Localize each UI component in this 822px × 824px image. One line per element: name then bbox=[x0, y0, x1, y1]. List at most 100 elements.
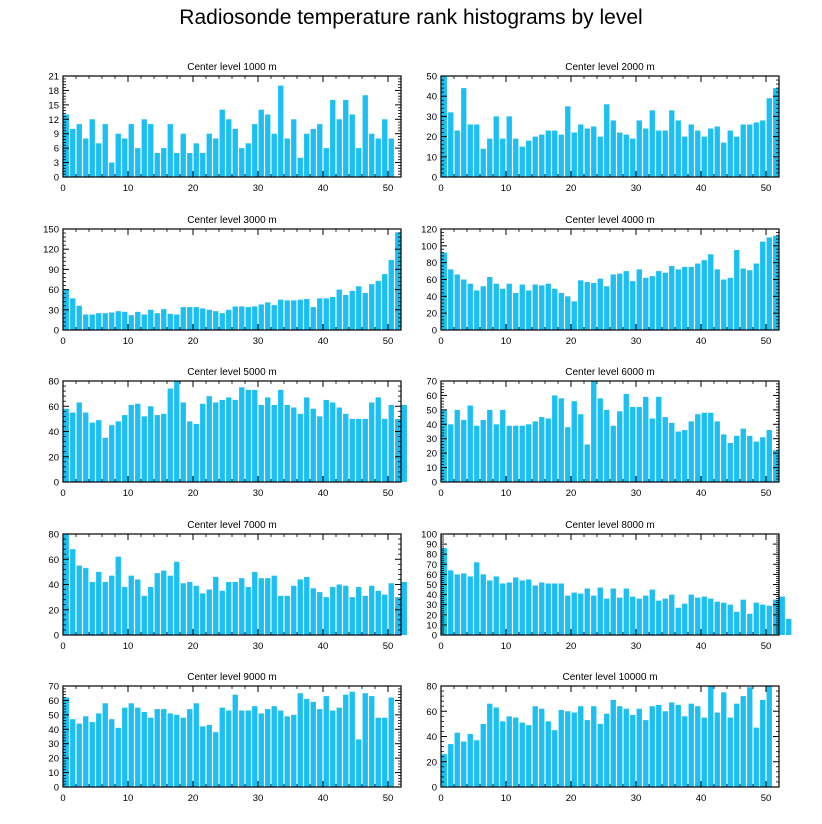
x-tick-label: 10 bbox=[501, 641, 512, 652]
bar bbox=[721, 692, 727, 787]
y-tick-label: 70 bbox=[48, 682, 59, 693]
bar bbox=[206, 309, 212, 330]
bar bbox=[375, 590, 381, 635]
bar bbox=[623, 393, 629, 482]
bar bbox=[362, 693, 368, 787]
panel-title: Center level 5000 m bbox=[187, 367, 277, 378]
bar bbox=[454, 574, 460, 635]
bar bbox=[239, 578, 245, 635]
bar bbox=[193, 423, 199, 482]
bar bbox=[506, 425, 512, 482]
x-tick-label: 0 bbox=[60, 488, 65, 499]
y-tick-label: 6 bbox=[54, 144, 59, 155]
bar bbox=[83, 568, 89, 635]
bar bbox=[193, 585, 199, 635]
bar bbox=[349, 418, 355, 483]
bar bbox=[487, 138, 493, 177]
bar bbox=[109, 575, 115, 635]
bar bbox=[474, 425, 480, 482]
bar bbox=[265, 397, 271, 482]
bar bbox=[675, 431, 681, 482]
bar bbox=[656, 396, 662, 482]
bar bbox=[349, 114, 355, 177]
bar bbox=[89, 581, 95, 635]
bar bbox=[206, 589, 212, 635]
x-tick-label: 40 bbox=[696, 488, 707, 499]
bar bbox=[154, 415, 160, 482]
bar bbox=[271, 575, 277, 635]
bar bbox=[330, 100, 336, 177]
bar bbox=[343, 585, 349, 635]
panel-2: Center level 2000 m 0 10 20 30 40 50 0 10 20 30 40 5… bbox=[426, 62, 780, 194]
bar bbox=[96, 713, 102, 787]
bar bbox=[558, 709, 564, 787]
bar bbox=[395, 418, 401, 483]
bar bbox=[506, 582, 512, 635]
bar bbox=[552, 395, 558, 482]
y-tick-label: 10 bbox=[48, 768, 59, 779]
bar bbox=[291, 714, 297, 787]
bar bbox=[167, 388, 173, 482]
bar bbox=[323, 696, 329, 787]
x-tick-label: 30 bbox=[253, 488, 264, 499]
bar bbox=[506, 283, 512, 330]
bar bbox=[727, 443, 733, 482]
bar bbox=[167, 124, 173, 177]
bar bbox=[597, 398, 603, 482]
bar bbox=[219, 590, 225, 635]
bar bbox=[662, 130, 668, 177]
bar bbox=[304, 299, 310, 330]
bar bbox=[526, 290, 532, 330]
bar bbox=[623, 271, 629, 330]
y-tick-label: 0 bbox=[432, 631, 437, 642]
bar bbox=[252, 306, 258, 330]
bar bbox=[349, 691, 355, 787]
bar bbox=[265, 114, 271, 177]
y-tick-label: 0 bbox=[432, 326, 437, 337]
bar bbox=[122, 707, 128, 787]
bar bbox=[454, 409, 460, 482]
bar bbox=[688, 124, 694, 177]
bar bbox=[219, 109, 225, 177]
bar bbox=[297, 693, 303, 787]
y-tick-label: 50 bbox=[426, 72, 437, 83]
y-tick-label: 40 bbox=[48, 725, 59, 736]
x-tick-label: 10 bbox=[123, 336, 134, 347]
bar bbox=[395, 232, 401, 330]
bar bbox=[141, 119, 147, 177]
bar bbox=[701, 596, 707, 635]
bar bbox=[102, 581, 108, 635]
bar bbox=[109, 312, 115, 330]
bar bbox=[448, 112, 454, 177]
bar bbox=[291, 407, 297, 482]
bar bbox=[688, 421, 694, 482]
bar bbox=[552, 130, 558, 177]
bar bbox=[304, 698, 310, 787]
bar bbox=[401, 581, 407, 635]
bar bbox=[310, 408, 316, 482]
bar bbox=[701, 136, 707, 177]
bar bbox=[766, 430, 772, 482]
bar bbox=[656, 130, 662, 177]
bar bbox=[141, 416, 147, 482]
bar bbox=[226, 397, 232, 482]
bar bbox=[441, 76, 447, 177]
y-tick-label: 20 bbox=[426, 610, 437, 621]
bar bbox=[232, 581, 238, 635]
x-tick-label: 50 bbox=[383, 488, 394, 499]
bar bbox=[128, 315, 134, 330]
bar bbox=[245, 710, 251, 787]
bar bbox=[154, 709, 160, 787]
bar bbox=[200, 152, 206, 177]
panel-3: Center level 3000 m 0 30 60 90 120 150 0 10 20 30 4… bbox=[43, 215, 402, 347]
y-tick-label: 30 bbox=[426, 600, 437, 611]
bar bbox=[500, 409, 506, 482]
bar bbox=[154, 152, 160, 177]
bar bbox=[474, 562, 480, 635]
bar bbox=[669, 266, 675, 330]
bar bbox=[441, 754, 447, 787]
bar bbox=[675, 704, 681, 787]
bar bbox=[467, 405, 473, 482]
x-tick-label: 10 bbox=[123, 793, 134, 804]
bar bbox=[96, 420, 102, 482]
